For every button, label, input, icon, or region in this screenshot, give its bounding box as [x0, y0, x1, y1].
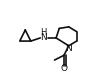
Text: N: N — [40, 33, 46, 42]
Text: O: O — [60, 64, 67, 73]
Text: N: N — [65, 44, 72, 53]
Text: H: H — [40, 28, 46, 37]
